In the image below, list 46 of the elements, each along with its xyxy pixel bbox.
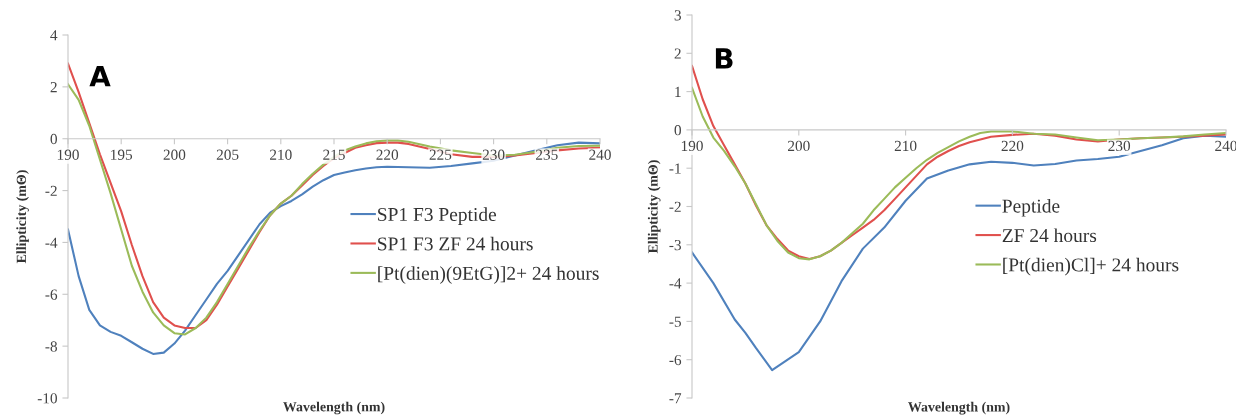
- y-tick-label: -8: [45, 341, 57, 352]
- y-tick-label: -6: [669, 354, 682, 366]
- y-tick-label: 3: [674, 10, 681, 21]
- y-tick-label: -3: [669, 239, 681, 251]
- y-tick-label: 1: [675, 86, 681, 97]
- legend-label: [Pt(dien)Cl]+ 24 hours: [1003, 257, 1179, 276]
- y-tick-label: 2: [50, 82, 57, 93]
- y-tick-label: -7: [669, 393, 682, 404]
- y-tick-label: 2: [674, 48, 681, 59]
- x-tick-label: 225: [429, 149, 452, 160]
- x-tick-label: 235: [536, 149, 558, 160]
- y-tick-label: -1: [669, 163, 681, 174]
- x-tick-label: 195: [111, 149, 133, 160]
- y-tick-label: -5: [669, 316, 681, 327]
- legend-label: [Pt(dien)(9EtG)]2+ 24 hours: [378, 266, 599, 284]
- y-tick-label: -10: [37, 393, 57, 404]
- legend-label: Peptide: [1002, 198, 1060, 217]
- y-tick-label: -2: [45, 185, 57, 196]
- x-axis-title: Wavelength (nm): [908, 401, 1010, 415]
- y-tick-label: 0: [50, 133, 57, 145]
- x-tick-label: 190: [681, 140, 703, 152]
- y-tick-label: 4: [50, 30, 58, 41]
- legend-label: SP1 F3 Peptide: [378, 207, 497, 225]
- y-axis-title: Ellipticity (mΘ): [16, 170, 29, 264]
- x-tick-label: 230: [1108, 140, 1131, 152]
- legend-label: ZF 24 hours: [1002, 228, 1097, 243]
- x-tick-label: 200: [788, 140, 810, 152]
- y-tick-label: 0: [674, 125, 681, 136]
- x-tick-label: 220: [1001, 140, 1024, 152]
- x-tick-label: 220: [376, 149, 399, 160]
- y-tick-label: -4: [669, 278, 682, 289]
- x-tick-label: 210: [894, 140, 917, 152]
- x-tick-label: 205: [216, 149, 239, 160]
- x-tick-label: 240: [1215, 140, 1236, 152]
- y-tick-label: -2: [669, 201, 681, 212]
- y-tick-label: -4: [45, 237, 58, 248]
- y-axis-title: Ellipticity (mΘ): [647, 160, 661, 254]
- x-tick-label: 240: [589, 149, 611, 160]
- x-tick-label: 200: [163, 149, 186, 160]
- annotation: B: [715, 48, 733, 69]
- legend-label: SP1 F3 ZF 24 hours: [378, 236, 533, 251]
- y-tick-label: -6: [45, 289, 58, 300]
- x-tick-label: 210: [270, 149, 292, 160]
- x-tick-label: 190: [57, 149, 79, 160]
- x-axis-title: Wavelength (nm): [283, 401, 385, 415]
- annotation: A: [89, 65, 111, 87]
